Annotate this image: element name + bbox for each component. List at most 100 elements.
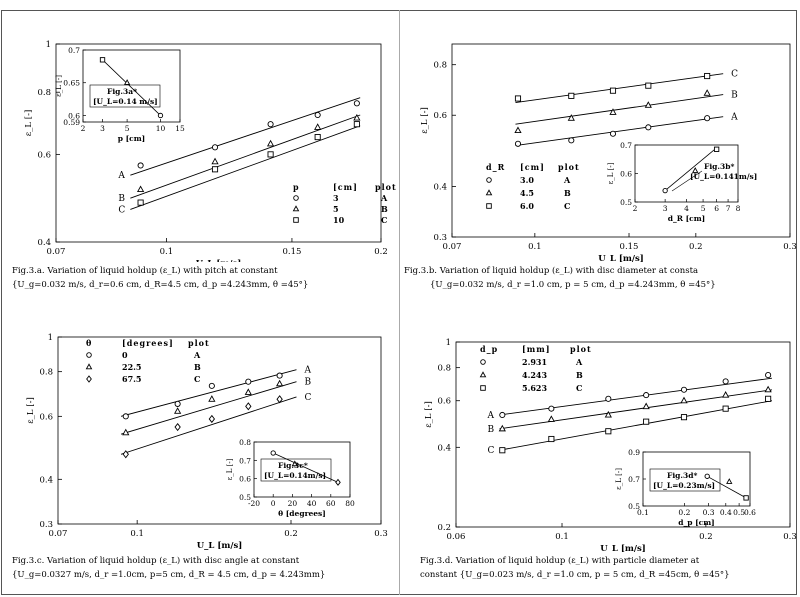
- inset-x-tick-label-d-5: 0.6: [744, 508, 756, 517]
- caption-b-line1: Fig.3.b. Variation of liquid holdup (ε_L…: [404, 266, 699, 276]
- point-c-A-0: [122, 413, 129, 420]
- x-tick-label-b-0: 0.07: [443, 242, 462, 252]
- point-a-C-3: [314, 134, 321, 141]
- inset-frame-c: [253, 441, 351, 498]
- inset-x-tick-label-b-3: 5: [701, 204, 706, 213]
- inset-x-tick-label-b-2: 4: [684, 204, 689, 213]
- inset-point-c-0: [270, 450, 276, 456]
- inset-x-tick-label-c-0: -20: [248, 499, 260, 508]
- fit-line-a-A: [130, 97, 361, 176]
- point-b-B-1: [567, 114, 575, 121]
- y-tick-label-d-3: 0.8: [437, 364, 451, 374]
- inset-y-tick-label-d-0: 0.5: [628, 502, 640, 511]
- inset-x-label-b: d_R [cm]: [668, 214, 705, 223]
- y-tick-label-d-2: 0.6: [437, 397, 451, 407]
- point-d-B-6: [764, 385, 772, 393]
- inset-x-tick-label-b-5: 7: [726, 204, 731, 213]
- chart-a: 0.07 0.1 0.15 0.2 0.4 0.6 0.8 1 U_L [m/s] ε_L [-]…: [24, 40, 396, 269]
- point-d-B-0: [498, 424, 506, 432]
- point-d-B-5: [722, 391, 730, 398]
- inset-x-label-a: p [cm]: [118, 134, 145, 143]
- inset-x-tick-label-c-4: 60: [326, 499, 336, 508]
- x-axis-label-b: U_L [m/s]: [598, 254, 644, 262]
- point-d-C-0: [499, 447, 506, 454]
- series-plot-label-a-A: A: [117, 171, 125, 181]
- x-tick-label-a-1: 0.1: [160, 247, 174, 257]
- inset-sub-label-d: [U_L=0.23m/s]: [653, 481, 715, 490]
- y-tick-label-b-3: 0.8: [433, 61, 447, 71]
- point-d-A-2: [605, 395, 612, 402]
- inset-point-a-2: [157, 112, 164, 119]
- point-d-C-3: [643, 418, 650, 425]
- legend-plot-d-A: A: [575, 357, 583, 367]
- legend-header-b-2: plot: [558, 162, 580, 172]
- inset-x-tick-label-d-4: 0.5: [733, 508, 745, 517]
- inset-line-c: [273, 452, 339, 483]
- point-b-A-3: [645, 124, 652, 131]
- y-tick-label-a-0: 0.4: [37, 238, 51, 248]
- inset-fig-label-b: Fig.3b*: [704, 162, 734, 171]
- point-a-A-2: [267, 121, 274, 128]
- point-b-B-0: [514, 126, 522, 134]
- legend-plot-d-C: C: [576, 383, 582, 393]
- legend-plot-c-B: B: [194, 362, 201, 372]
- plot-frame-d: [455, 341, 791, 528]
- inset-y-tick-label-b-1: 0.6: [620, 170, 632, 179]
- x-tick-label-d-1: 0.1: [555, 532, 569, 542]
- point-b-C-0: [514, 95, 522, 102]
- inset-line-b: [664, 147, 717, 191]
- inset-x-tick-label-a-4: 15: [175, 124, 185, 133]
- point-d-A-0: [499, 411, 506, 419]
- y-tick-label-b-1: 0.4: [433, 182, 447, 192]
- inset-x-tick-label-c-5: 80: [345, 499, 355, 508]
- point-c-A-4: [276, 372, 283, 379]
- series-plot-label-b-A: A: [730, 113, 738, 123]
- point-d-C-5: [722, 405, 729, 412]
- panel-divider: [399, 10, 400, 595]
- legend-header-d-1: [mm]: [522, 344, 551, 354]
- inset-x-label-d: d_p [cm]: [678, 518, 714, 527]
- legend-header-d-2: plot: [570, 344, 592, 354]
- plot-frame-b: [451, 43, 791, 238]
- y-tick-label-d-0: 0.2: [437, 523, 451, 533]
- legend-plot-a-A: A: [380, 193, 388, 203]
- point-a-C-2: [267, 151, 274, 158]
- inset-y-label-a: ε_L [-]: [55, 75, 63, 97]
- series-plot-label-d-B: B: [488, 425, 495, 435]
- inset-sub-label-a: [U_L=0.14 m/s]: [93, 97, 158, 106]
- inset-line-a: [102, 59, 161, 116]
- inset-sub-label-b: [U_L=0.141m/s]: [690, 172, 757, 181]
- legend-value-b-C: 6.0: [520, 201, 534, 211]
- legend-header-c-1: [degrees]: [122, 338, 174, 348]
- inset-point-c-2: [335, 478, 341, 486]
- y-tick-label-a-1: 0.6: [37, 150, 51, 160]
- legend-plot-c-A: A: [193, 350, 201, 360]
- fit-line-d-A: [499, 377, 773, 416]
- y-tick-label-c-1: 0.4: [39, 475, 53, 485]
- caption-d-line1: Fig.3.d. Variation of liquid holdup (ε_L…: [420, 556, 700, 566]
- point-b-C-4: [704, 72, 711, 80]
- inset-x-tick-label-d-0: 0.1: [637, 508, 649, 517]
- point-d-B-3: [642, 402, 650, 410]
- point-c-C-1: [174, 422, 181, 432]
- legend-header-b-0: d_R: [486, 162, 505, 172]
- series-plot-label-a-C: C: [118, 205, 125, 215]
- inset-x-tick-label-d-3: 0.4: [720, 508, 732, 517]
- point-b-A-2: [609, 130, 617, 137]
- inset-y-tick-label-c-0: 0.5: [239, 493, 251, 502]
- point-b-C-1: [568, 92, 575, 99]
- point-b-A-4: [704, 115, 711, 122]
- legend-value-d-B: 4.243: [522, 370, 547, 380]
- inset-point-c-1: [291, 460, 298, 467]
- x-axis-label-d: U_L [m/s]: [600, 544, 646, 552]
- inset-frame-a: [82, 49, 181, 123]
- x-axis-label-a: U_L [m/s]: [196, 259, 242, 262]
- inset-x-tick-label-d-1: 0.2: [678, 508, 690, 517]
- point-d-B-2: [604, 410, 612, 418]
- series-plot-label-b-B: B: [731, 91, 738, 101]
- legend-marker-c-B: [85, 363, 93, 370]
- legend-marker-a-C: [293, 217, 299, 223]
- point-b-A-0: [514, 140, 522, 147]
- point-b-B-2: [609, 108, 617, 115]
- x-tick-label-c-1: 0.1: [130, 529, 144, 539]
